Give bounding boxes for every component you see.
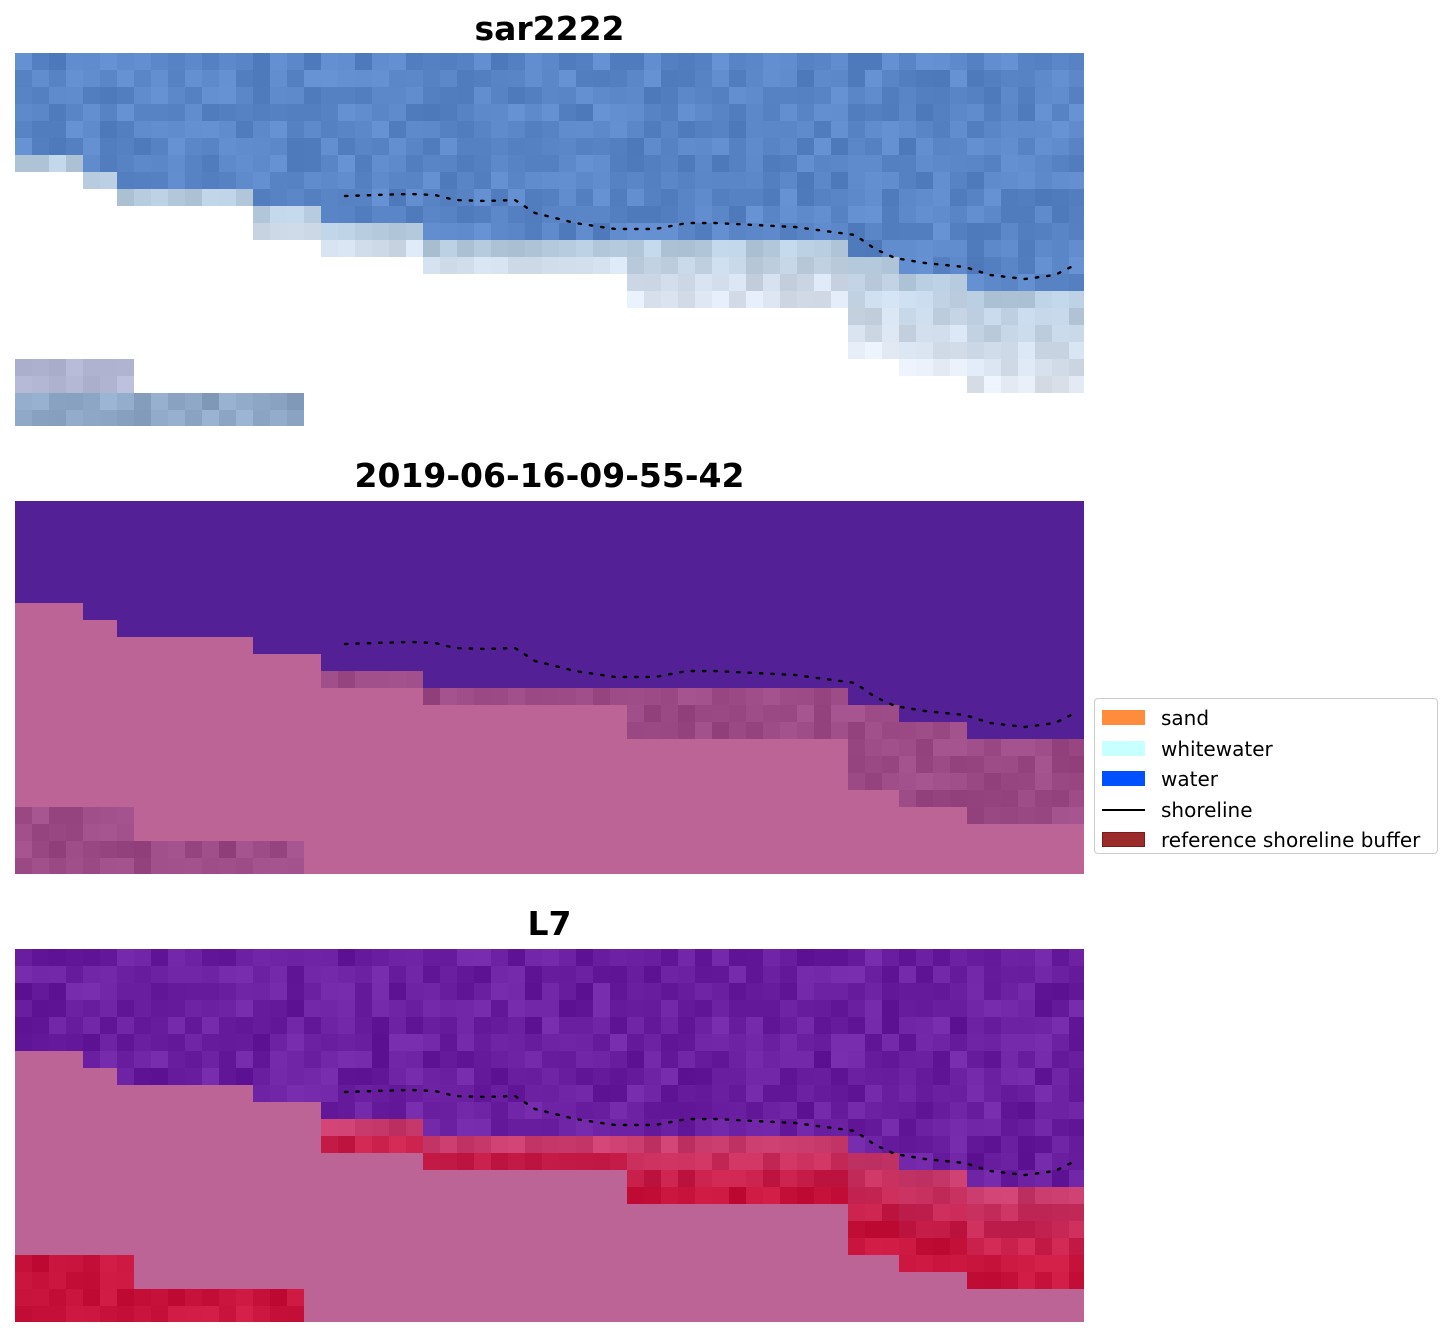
legend-item-whitewater: whitewater	[1095, 735, 1437, 766]
legend-item-reference-buffer: reference shoreline buffer	[1095, 826, 1437, 857]
rgb-image	[15, 53, 1084, 426]
rgb-image-panel	[15, 53, 1084, 426]
legend-swatch-sand	[1102, 710, 1145, 725]
panel-title-1: sar2222	[474, 9, 625, 48]
panel-title-2: 2019-06-16-09-55-42	[354, 456, 745, 495]
legend: sand whitewater water shoreline referenc…	[1094, 698, 1438, 854]
classified-image-panel	[15, 501, 1084, 874]
legend-label-shoreline: shoreline	[1161, 797, 1253, 822]
index-image	[15, 949, 1084, 1322]
shoreline-line	[343, 1088, 1077, 1177]
legend-item-shoreline: shoreline	[1095, 796, 1437, 827]
legend-label-water: water	[1161, 767, 1218, 791]
legend-item-water: water	[1095, 765, 1437, 796]
shoreline-line	[343, 192, 1077, 281]
legend-item-sand: sand	[1095, 704, 1437, 735]
classified-image	[15, 501, 1084, 874]
legend-label-whitewater: whitewater	[1161, 736, 1273, 761]
legend-swatch-water	[1102, 771, 1145, 786]
legend-swatch-reference-buffer	[1102, 832, 1145, 847]
legend-label-reference-buffer: reference shoreline buffer	[1161, 828, 1421, 852]
shoreline-line	[343, 640, 1077, 729]
index-image-panel	[15, 949, 1084, 1322]
legend-label-sand: sand	[1161, 706, 1210, 730]
legend-line-shoreline	[1102, 808, 1145, 811]
panel-title-3: L7	[527, 904, 572, 943]
legend-swatch-whitewater	[1102, 740, 1145, 756]
